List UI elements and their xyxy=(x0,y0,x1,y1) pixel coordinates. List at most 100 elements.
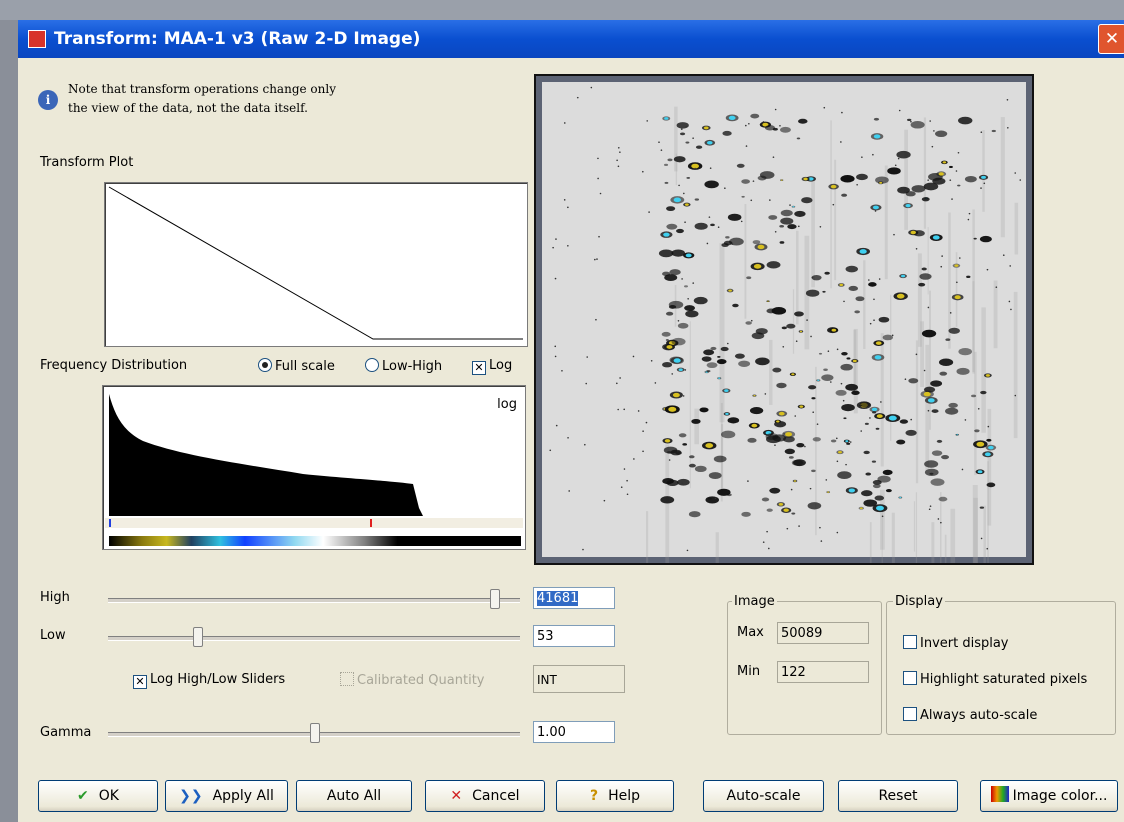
gel-dot xyxy=(642,450,644,452)
title-bar: Transform: MAA-1 v3 (Raw 2-D Image) ✕ xyxy=(18,20,1124,58)
gel-spot xyxy=(855,296,864,301)
gel-spot xyxy=(685,310,698,317)
gel-spot xyxy=(791,512,795,514)
gel-spot-highlight xyxy=(976,442,984,447)
gel-dot xyxy=(564,122,566,124)
button-label: Cancel xyxy=(472,788,519,804)
gel-spot-highlight xyxy=(985,452,991,456)
gel-dot xyxy=(626,480,628,482)
gel-spot xyxy=(659,250,674,258)
gel-spot xyxy=(974,429,979,432)
gel-spot-highlight xyxy=(729,116,736,120)
button[interactable]: ❯❯Apply All xyxy=(165,780,288,812)
radio[interactable]: Full scale xyxy=(258,358,335,374)
gel-spot xyxy=(948,403,958,408)
gel-spot-highlight xyxy=(767,301,769,302)
text-field[interactable]: 1.00 xyxy=(533,721,615,743)
readout: 50089 xyxy=(777,622,869,644)
readout: 122 xyxy=(777,661,869,683)
slider-thumb[interactable] xyxy=(310,723,320,743)
gel-streak xyxy=(925,345,929,470)
gel-dot xyxy=(1003,254,1005,256)
gel-spot xyxy=(883,470,893,475)
checkbox[interactable]: Always auto-scale xyxy=(903,698,1087,734)
gel-spot xyxy=(824,272,829,275)
gel-dot xyxy=(840,141,842,143)
gel-dot xyxy=(763,121,765,123)
gel-spot xyxy=(787,224,796,229)
label: Frequency Distribution xyxy=(40,358,187,373)
gel-spot xyxy=(714,456,727,463)
radio[interactable]: Low-High xyxy=(365,358,442,374)
button[interactable]: ?Help xyxy=(556,780,674,812)
gel-spot xyxy=(755,357,770,365)
gel-spot xyxy=(966,276,970,278)
page: Transform: MAA-1 v3 (Raw 2-D Image) ✕ i … xyxy=(0,0,1124,822)
gel-spot-highlight xyxy=(933,235,940,239)
gel-background xyxy=(542,82,1026,557)
gel-spot xyxy=(689,464,696,468)
checkbox-label: Highlight saturated pixels xyxy=(920,672,1087,687)
gel-spot xyxy=(872,461,876,463)
gel-streak xyxy=(745,204,747,319)
button[interactable]: Auto-scale xyxy=(703,780,824,812)
close-button[interactable]: ✕ xyxy=(1098,24,1124,54)
gel-dot xyxy=(899,110,901,112)
gel-dot xyxy=(627,493,629,495)
gel-dot xyxy=(987,269,989,271)
gel-dot xyxy=(916,248,918,250)
field-value: 41681 xyxy=(537,591,578,606)
gel-dot xyxy=(633,458,635,460)
gel-spot xyxy=(876,428,880,430)
gel-dot xyxy=(661,149,663,151)
gel-dot xyxy=(843,301,845,303)
gel-dot xyxy=(810,336,812,338)
display-options: Invert display Highlight saturated pixels… xyxy=(903,626,1087,734)
slider-thumb[interactable] xyxy=(193,627,203,647)
gel-dot xyxy=(1010,309,1012,311)
slider-thumb[interactable] xyxy=(490,589,500,609)
gel-streak xyxy=(870,522,872,565)
gel-spot xyxy=(798,119,808,124)
gel-spot xyxy=(808,502,822,509)
gel-spot xyxy=(666,224,677,230)
gel-spot xyxy=(935,131,947,138)
button[interactable]: Auto All xyxy=(296,780,412,812)
button-label: Reset xyxy=(878,788,917,804)
gel-dot xyxy=(648,211,650,213)
checkbox[interactable]: ✕Log High/Low Sliders xyxy=(133,672,285,689)
checkbox[interactable]: ✕Log xyxy=(472,358,512,375)
gel-dot xyxy=(824,291,826,293)
gel-dot xyxy=(898,158,900,160)
gel-dot xyxy=(845,464,847,466)
gel-dot xyxy=(850,441,852,443)
button[interactable]: Image color... xyxy=(980,780,1118,812)
gel-dot xyxy=(986,548,988,550)
checkbox[interactable]: Invert display xyxy=(903,626,1087,662)
button[interactable]: Reset xyxy=(838,780,958,812)
gel-spot-highlight xyxy=(707,141,713,145)
gel-dot xyxy=(768,548,770,550)
gel-spot xyxy=(677,122,689,129)
gel-dot xyxy=(929,508,931,510)
gel-dot xyxy=(621,486,623,488)
button-label: Apply All xyxy=(213,788,274,804)
gel-spot xyxy=(973,238,976,240)
gel-spot xyxy=(864,451,870,454)
gel-spot xyxy=(875,495,885,500)
gel-spot xyxy=(779,225,784,228)
gel-dot xyxy=(678,185,680,187)
text-field[interactable]: 41681 xyxy=(533,587,615,609)
gel-spot xyxy=(703,349,714,355)
button[interactable]: ✕Cancel xyxy=(425,780,545,812)
gel-spot xyxy=(939,497,948,502)
gel-dot xyxy=(617,409,619,411)
button[interactable]: ✔OK xyxy=(38,780,158,812)
gel-spot xyxy=(667,159,672,162)
gel-spot-highlight xyxy=(981,176,986,179)
gel-spot xyxy=(722,131,731,136)
text-field[interactable]: 53 xyxy=(533,625,615,647)
gel-spot xyxy=(760,171,775,179)
checkbox[interactable]: Highlight saturated pixels xyxy=(903,662,1087,698)
gel-streak xyxy=(690,321,691,488)
